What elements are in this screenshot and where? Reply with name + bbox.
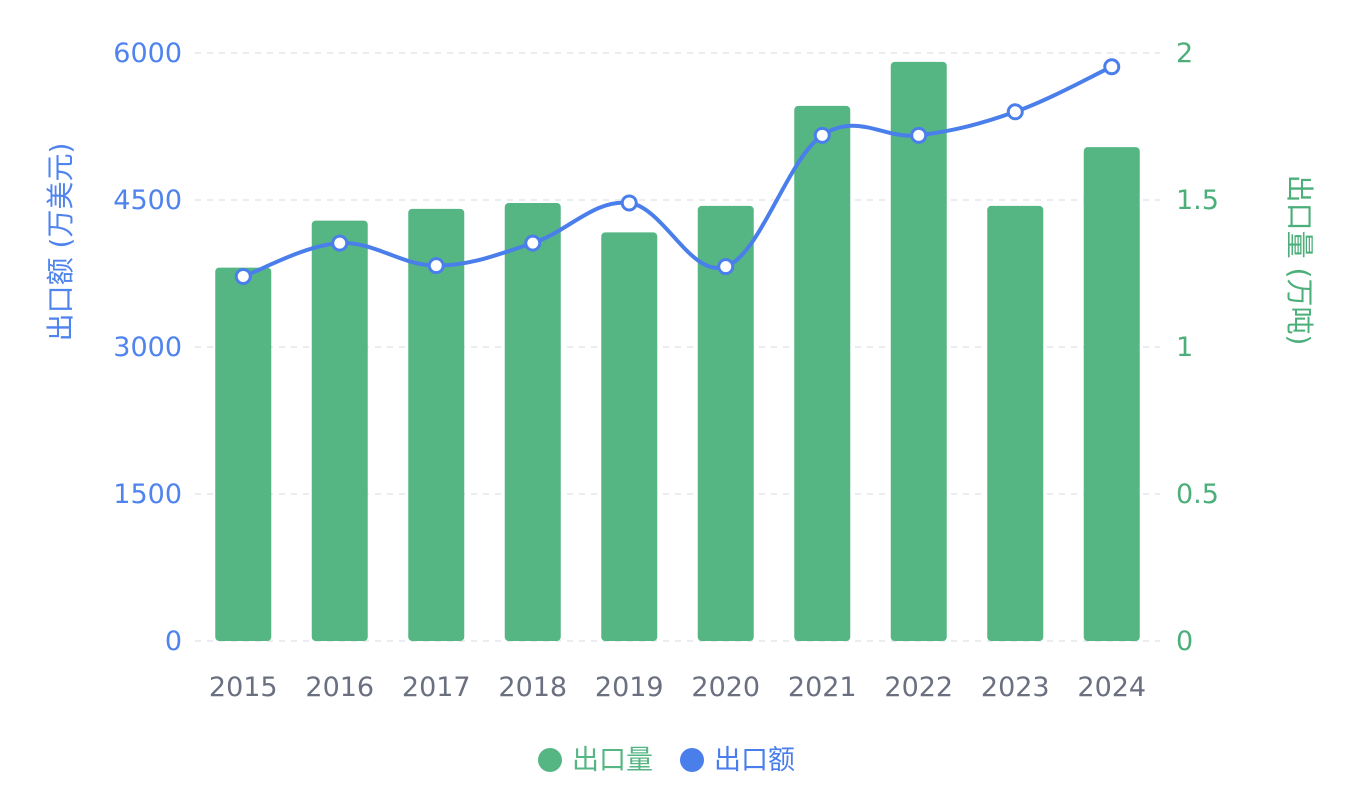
legend-marker — [538, 748, 562, 772]
left-axis-title: 出口额 (万美元) — [44, 143, 77, 342]
x-axis-tick-label: 2024 — [1077, 672, 1146, 703]
bar — [408, 208, 465, 641]
bar — [311, 220, 368, 641]
left-axis-tick-label: 1500 — [113, 479, 182, 510]
line-point — [620, 194, 638, 212]
line-point — [1006, 103, 1024, 121]
line-point — [717, 258, 735, 276]
left-axis-tick-label: 0 — [165, 626, 182, 657]
x-axis-tick-label: 2019 — [595, 672, 664, 703]
x-axis-tick-label: 2020 — [691, 672, 760, 703]
bar — [215, 267, 272, 641]
bar — [1083, 147, 1140, 641]
x-axis-tick-label: 2022 — [884, 672, 953, 703]
x-axis-tick-label: 2015 — [209, 672, 278, 703]
right-axis-tick-label: 0 — [1176, 626, 1193, 657]
x-axis-tick-label: 2021 — [788, 672, 857, 703]
legend: 出口量 出口额 — [538, 745, 795, 776]
line-point — [234, 267, 252, 285]
x-axis-tick-label: 2017 — [402, 672, 471, 703]
right-axis-tick-label: 1 — [1176, 332, 1193, 363]
right-axis-tick-label: 1.5 — [1176, 185, 1219, 216]
line-point — [910, 126, 928, 144]
x-axis-tick-label: 2016 — [305, 672, 374, 703]
right-axis-title: 出口量 (万吨) — [1283, 175, 1316, 346]
line-layer — [234, 58, 1121, 285]
line-point — [331, 234, 349, 252]
line-point — [1103, 58, 1121, 76]
bar — [504, 202, 561, 641]
x-axis-tick-label: 2018 — [498, 672, 567, 703]
axis-layer: 0 0 1500 0.5 3000 1 4500 1.5 6000 2 2015 2016 2017 20… — [44, 38, 1316, 703]
legend-marker — [680, 748, 704, 772]
legend-label: 出口量 — [572, 745, 653, 776]
series-line — [241, 64, 1114, 279]
left-axis-tick-label: 3000 — [113, 332, 182, 363]
bar — [794, 105, 851, 642]
left-axis-tick-label: 4500 — [113, 185, 182, 216]
bar — [987, 205, 1044, 641]
x-axis-tick-label: 2023 — [981, 672, 1050, 703]
line-point — [813, 126, 831, 144]
bar — [890, 61, 947, 641]
bar — [601, 232, 658, 641]
bars-layer — [215, 61, 1140, 642]
legend-label: 出口额 — [714, 745, 795, 776]
bar — [697, 205, 754, 641]
line-point — [524, 234, 542, 252]
left-axis-tick-label: 6000 — [113, 38, 182, 69]
right-axis-tick-label: 2 — [1176, 38, 1193, 69]
right-axis-tick-label: 0.5 — [1176, 479, 1219, 510]
line-point — [427, 257, 445, 275]
